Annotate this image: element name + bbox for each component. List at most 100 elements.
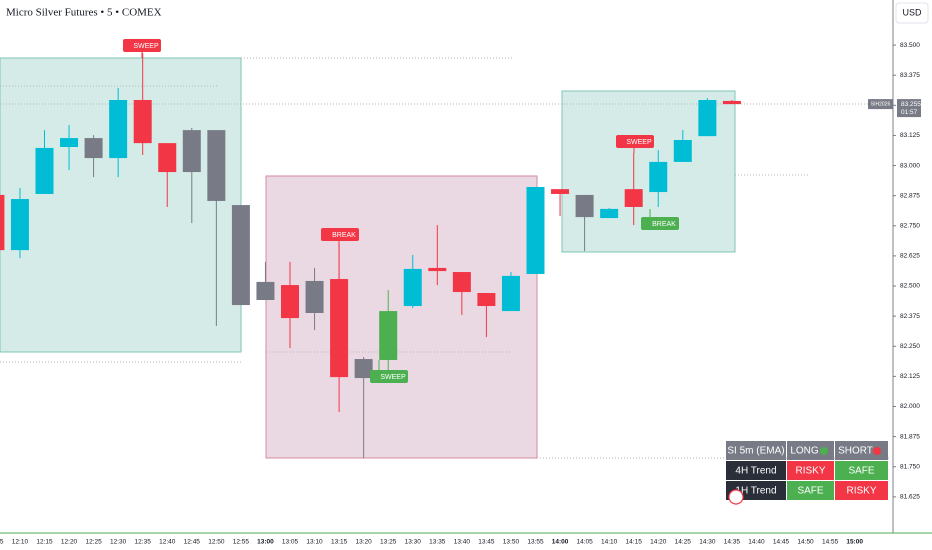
y-tick-label: 82.125 <box>900 373 920 380</box>
x-tick-label: 12:25 <box>85 539 102 546</box>
x-tick-label: 13:10 <box>306 539 323 546</box>
x-tick-label: 13:35 <box>429 539 446 546</box>
y-tick-label: 82.250 <box>900 343 920 350</box>
candle-body <box>84 138 103 159</box>
table-text: RISKY <box>846 486 876 497</box>
x-tick-label: 12:35 <box>135 539 152 546</box>
x-tick-label: 13:45 <box>478 539 495 546</box>
candle-body <box>182 130 201 173</box>
x-tick-label: 14:25 <box>675 539 692 546</box>
candle-body <box>60 138 79 147</box>
x-tick-label: 14:50 <box>797 539 814 546</box>
candle-body <box>158 143 177 173</box>
table-cell <box>726 461 786 480</box>
candle-body <box>10 199 29 251</box>
x-tick-label: 12:20 <box>61 539 78 546</box>
y-tick-label: 82.875 <box>900 192 920 199</box>
x-tick-label: 12:10 <box>12 539 29 546</box>
x-tick-label: 12:45 <box>184 539 201 546</box>
x-tick-label: 14:10 <box>601 539 618 546</box>
x-tick-label: 14:35 <box>724 539 741 546</box>
x-tick-label: 14:45 <box>773 539 790 546</box>
table-text: RISKY <box>795 466 825 477</box>
x-tick-label: 13:40 <box>454 539 471 546</box>
signal-label: BREAK <box>332 232 356 239</box>
candle-body <box>649 161 668 193</box>
table-text: SHORT <box>838 446 873 457</box>
candle-body <box>354 359 373 379</box>
signal-label: BREAK <box>652 221 676 228</box>
table-text: 1H Trend <box>735 486 776 497</box>
candle-body <box>0 194 5 251</box>
candle-body <box>452 272 471 293</box>
candle-body <box>501 275 520 312</box>
candle-body <box>477 293 496 307</box>
x-tick-label: 13:20 <box>356 539 373 546</box>
y-tick-label: 82.375 <box>900 313 920 320</box>
table-cell <box>787 441 834 460</box>
price-badge <box>897 99 921 118</box>
x-tick-label: 13:05 <box>282 539 299 546</box>
candle-body <box>551 189 570 194</box>
x-tick-label: 12:50 <box>208 539 225 546</box>
table-cell <box>787 481 834 500</box>
candle-body <box>379 311 398 360</box>
currency-button[interactable] <box>895 2 929 24</box>
candle-body <box>305 280 324 314</box>
table-text: SAFE <box>797 486 823 497</box>
table-cell <box>787 461 834 480</box>
x-tick-label: 14:00 <box>552 539 569 546</box>
signal-label: SWEEP <box>626 139 652 146</box>
price-label: 83.255 <box>901 101 921 108</box>
chart-title: Micro Silver Futures • 5 • COMEX <box>6 7 162 19</box>
status-dot <box>873 447 881 455</box>
candle-body <box>231 205 250 306</box>
table-cell <box>835 441 888 460</box>
currency-label: USD <box>902 7 922 17</box>
candle-body <box>133 99 152 144</box>
signal-badge <box>321 228 359 241</box>
table-text: SAFE <box>848 466 874 477</box>
x-tick-label: 13:15 <box>331 539 348 546</box>
flash-icon <box>728 489 744 505</box>
zone-box <box>265 175 538 459</box>
x-tick-label: 14:40 <box>748 539 765 546</box>
x-tick-label: 12:30 <box>110 539 127 546</box>
symbol-badge <box>868 99 893 110</box>
candle-body <box>281 285 299 319</box>
y-tick-label: 83.125 <box>900 132 920 139</box>
y-tick-label: 82.500 <box>900 283 920 290</box>
x-tick-label: 12:15 <box>36 539 53 546</box>
candle-body <box>403 268 422 307</box>
y-tick-label: 82.000 <box>900 403 920 410</box>
candle-body <box>526 186 545 274</box>
x-tick-label: 12:05 <box>0 539 4 546</box>
candle-body <box>256 281 275 300</box>
x-tick-label: 13:55 <box>527 539 544 546</box>
table-cell <box>835 481 888 500</box>
y-tick-label: 83.375 <box>900 72 920 79</box>
x-tick-label: 13:00 <box>257 539 274 546</box>
candle-body <box>698 99 717 137</box>
x-tick-label: 14:15 <box>626 539 643 546</box>
table-cell <box>835 461 888 480</box>
table-text: 4H Trend <box>735 466 776 477</box>
signal-label: SWEEP <box>133 43 159 50</box>
candle-body <box>207 130 226 201</box>
candle-body <box>330 279 349 378</box>
x-tick-label: 14:05 <box>576 539 593 546</box>
candle-body <box>109 99 128 159</box>
candle-body <box>722 100 741 105</box>
x-tick-label: 12:40 <box>159 539 176 546</box>
status-dot <box>820 447 828 455</box>
y-tick-label: 82.625 <box>900 253 920 260</box>
table-text: SI 5m (EMA) <box>727 446 784 457</box>
y-tick-label: 83.500 <box>900 42 920 49</box>
candle-body <box>428 267 447 272</box>
x-tick-label: 13:50 <box>503 539 520 546</box>
candle-body <box>673 139 692 162</box>
x-tick-label: 15:00 <box>846 539 863 546</box>
candle-body <box>575 194 594 218</box>
countdown-label: 01:57 <box>901 109 918 116</box>
signal-badge <box>641 217 679 230</box>
